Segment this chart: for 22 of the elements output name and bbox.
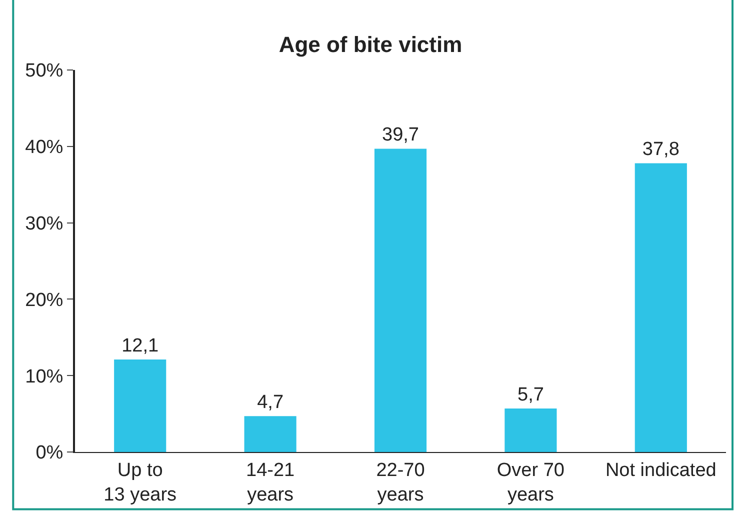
bar xyxy=(114,360,166,452)
data-label: 5,7 xyxy=(517,384,544,406)
y-tick-label: 0% xyxy=(36,442,64,464)
data-label: 12,1 xyxy=(122,336,159,357)
x-tick-label: 14-21 years xyxy=(246,460,295,506)
x-tick-label: 22-70 years xyxy=(376,460,425,506)
y-tick-label: 30% xyxy=(25,213,64,234)
y-tick-label: 50% xyxy=(25,60,64,82)
x-tick-label: Up to 13 years xyxy=(104,460,177,506)
data-label: 39,7 xyxy=(382,124,419,146)
y-tick-label: 20% xyxy=(25,290,64,311)
bar xyxy=(244,416,296,452)
x-tick-label: Not indicated xyxy=(605,460,716,481)
bar xyxy=(504,408,557,452)
chart-title: Age of bite victim xyxy=(278,32,462,57)
x-tick-label: Over 70 years xyxy=(496,460,564,506)
bar xyxy=(374,148,427,452)
data-label: 4,7 xyxy=(257,392,284,414)
y-tick-label: 40% xyxy=(25,137,64,158)
y-tick-label: 10% xyxy=(25,366,64,388)
data-label: 37,8 xyxy=(642,139,680,160)
bar xyxy=(634,163,687,452)
